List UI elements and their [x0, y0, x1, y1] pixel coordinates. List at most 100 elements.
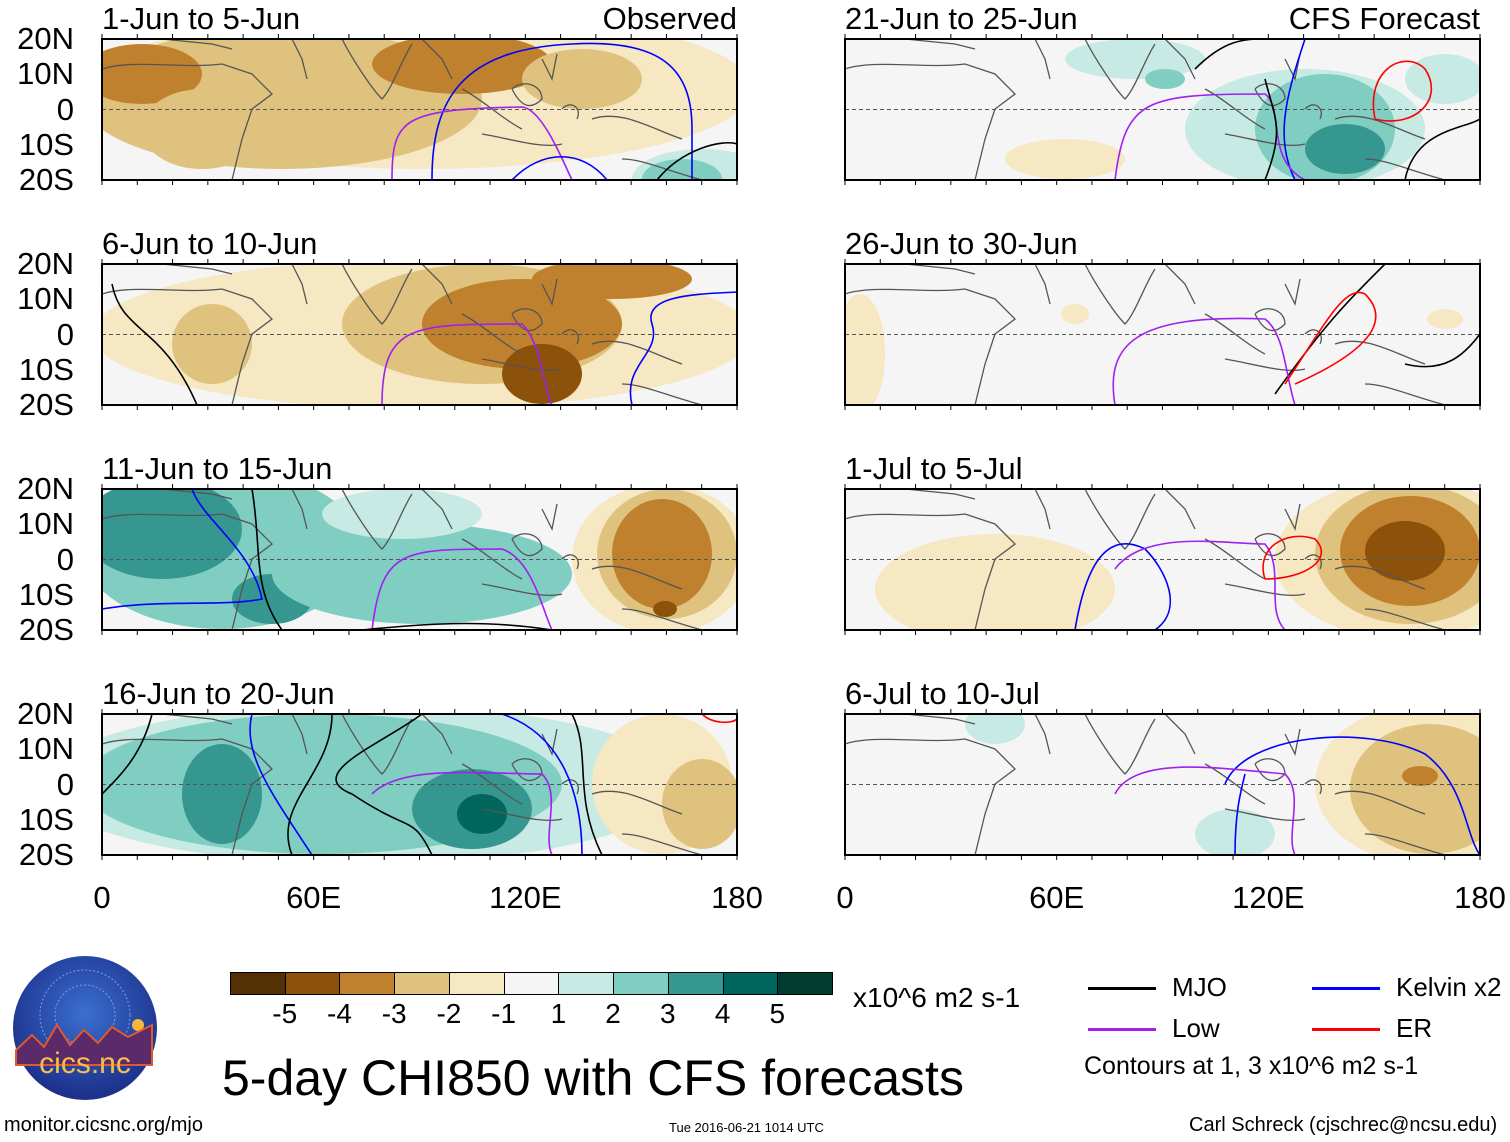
legend-line: [1312, 987, 1380, 990]
lat-label: 10N: [17, 281, 74, 317]
coastline: [102, 714, 703, 855]
lat-label: 20S: [18, 387, 74, 422]
lat-label: 10S: [18, 801, 74, 837]
lat-label: 0: [56, 541, 74, 577]
figure-title: 5-day CHI850 with CFS forecasts: [222, 1050, 964, 1106]
panel-tag: CFS Forecast: [1288, 1, 1480, 36]
legend-label: MJO: [1172, 972, 1227, 1002]
lon-label: 120E: [489, 880, 562, 915]
colorbar-swatch: [448, 972, 505, 995]
contour-line: [1264, 78, 1278, 180]
colorbar-label: 4: [714, 998, 731, 1029]
contour-line: [701, 714, 737, 724]
anomaly-shading: [1405, 54, 1480, 104]
map-panel: [844, 484, 1481, 635]
lat-label: 20N: [17, 471, 74, 506]
lat-label: 20N: [17, 246, 74, 281]
map-panel: [101, 484, 738, 635]
colorbar-label: 1: [550, 998, 567, 1029]
contour-line: [656, 142, 737, 180]
anomaly-shading: [1365, 521, 1445, 581]
legend-line: [1312, 1028, 1380, 1031]
anomaly-shading: [142, 89, 262, 169]
panel-title: 11-Jun to 15-Jun: [102, 451, 333, 486]
contour-line: [629, 291, 737, 405]
colorbar-label: -5: [272, 998, 298, 1029]
contour-line: [1234, 773, 1246, 855]
map-panel: [101, 34, 738, 185]
contour-line: [1114, 766, 1296, 855]
contour-line: [371, 771, 553, 855]
panel-title: 16-Jun to 20-Jun: [102, 676, 335, 711]
lon-label: 180: [711, 880, 763, 915]
map-panel: [844, 34, 1481, 185]
lat-label: 20S: [18, 837, 74, 872]
colorbar-label: 5: [769, 998, 786, 1029]
colorbar-swatch: [503, 972, 560, 995]
contour-line: [251, 489, 283, 630]
anomaly-shading: [1061, 304, 1089, 324]
coastline: [845, 264, 1446, 405]
contour-line: [431, 42, 693, 180]
lon-label: 60E: [1029, 880, 1085, 915]
anomaly-shading: [1305, 124, 1385, 174]
lat-label: 0: [56, 316, 74, 352]
anomaly-shading: [1145, 69, 1185, 89]
legend-label: Low: [1172, 1013, 1220, 1043]
anomaly-shading: [182, 744, 262, 844]
lon-label: 0: [93, 880, 111, 915]
colorbar-swatch: [230, 972, 286, 995]
colorbar-swatch: [339, 972, 396, 995]
anomaly-shading: [1005, 139, 1125, 179]
anomaly-shading: [102, 44, 202, 104]
colorbar-label: -2: [436, 998, 462, 1029]
coastline: [845, 39, 1446, 180]
contour-line: [335, 714, 433, 855]
map-panel: [844, 259, 1481, 410]
colorbar-label: -1: [491, 998, 517, 1029]
panel-tag: Observed: [602, 1, 737, 36]
colorbar-swatch: [613, 972, 669, 995]
colorbar-swatch: [558, 972, 615, 995]
colorbar-swatch: [667, 972, 724, 995]
lat-label: 10N: [17, 731, 74, 767]
contour-line: [361, 622, 553, 630]
lat-label: 0: [56, 766, 74, 802]
anomaly-shading: [102, 489, 242, 579]
anomaly-shading: [532, 264, 692, 299]
contour-line: [1114, 93, 1306, 180]
legend-label: ER: [1396, 1013, 1433, 1043]
contour-line: [1404, 118, 1480, 180]
lat-label: 10S: [18, 576, 74, 612]
colorbar-swatch: [394, 972, 450, 995]
lat-label: 20S: [18, 162, 74, 197]
colorbar-label: -3: [381, 998, 407, 1029]
contour-line: [381, 323, 553, 405]
contour-line: [1404, 333, 1480, 368]
footer-url[interactable]: monitor.cicsnc.org/mjo: [4, 1114, 203, 1136]
anomaly-shading: [875, 534, 1115, 630]
map-panel: [101, 709, 738, 860]
contour-line: [501, 714, 583, 855]
anomaly-shading: [272, 524, 572, 624]
contour-line: [1274, 264, 1386, 395]
contour-line: [111, 283, 198, 405]
anomaly-shading: [1427, 309, 1463, 329]
contour-note: Contours at 1, 3 x10^6 m2 s-1: [1084, 1052, 1419, 1080]
anomaly-shading: [653, 601, 677, 617]
colorbar-label: 3: [660, 998, 676, 1029]
coastline: [102, 39, 703, 180]
lat-label: 10S: [18, 351, 74, 387]
contour-line: [391, 106, 573, 180]
panel-title: 26-Jun to 30-Jun: [845, 226, 1078, 261]
coastline: [102, 264, 703, 405]
anomaly-shading: [1402, 766, 1438, 786]
lat-label: 20N: [17, 696, 74, 731]
anomaly-shading: [372, 39, 552, 94]
colorbar-swatch: [722, 972, 779, 995]
colorbar-swatch: [284, 972, 341, 995]
anomaly-shading: [845, 294, 885, 405]
panel-title: 6-Jul to 10-Jul: [845, 676, 1040, 711]
contour-line: [1224, 736, 1480, 855]
contour-line: [1372, 60, 1432, 122]
